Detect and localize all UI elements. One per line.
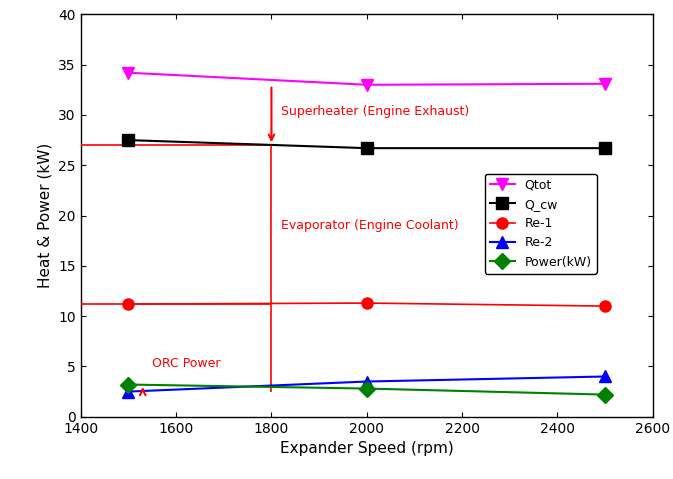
Line: Re-1: Re-1 (123, 297, 610, 312)
Text: Evaporator (Engine Coolant): Evaporator (Engine Coolant) (281, 219, 458, 232)
Qtot (125, 70, 133, 76)
Line: Q_cw: Q_cw (123, 135, 610, 154)
Power(kW) (363, 386, 371, 391)
Re-2 (601, 374, 609, 379)
Qtot (601, 81, 609, 87)
Legend: Qtot, Q_cw, Re-1, Re-2, Power(kW): Qtot, Q_cw, Re-1, Re-2, Power(kW) (485, 173, 597, 274)
Re-2 (125, 389, 133, 395)
Line: Qtot: Qtot (123, 67, 610, 91)
Re-1 (601, 303, 609, 309)
X-axis label: Expander Speed (rpm): Expander Speed (rpm) (280, 441, 454, 456)
Text: Superheater (Engine Exhaust): Superheater (Engine Exhaust) (281, 105, 469, 118)
Re-1 (363, 300, 371, 306)
Y-axis label: Heat & Power (kW): Heat & Power (kW) (38, 143, 52, 288)
Q_cw (125, 137, 133, 143)
Q_cw (601, 145, 609, 151)
Re-1 (125, 301, 133, 307)
Line: Re-2: Re-2 (123, 371, 610, 397)
Power(kW) (125, 382, 133, 388)
Re-2 (363, 378, 371, 384)
Q_cw (363, 145, 371, 151)
Qtot (363, 82, 371, 88)
Power(kW) (601, 392, 609, 398)
Line: Power(kW): Power(kW) (123, 379, 610, 400)
Text: ORC Power: ORC Power (152, 357, 221, 370)
